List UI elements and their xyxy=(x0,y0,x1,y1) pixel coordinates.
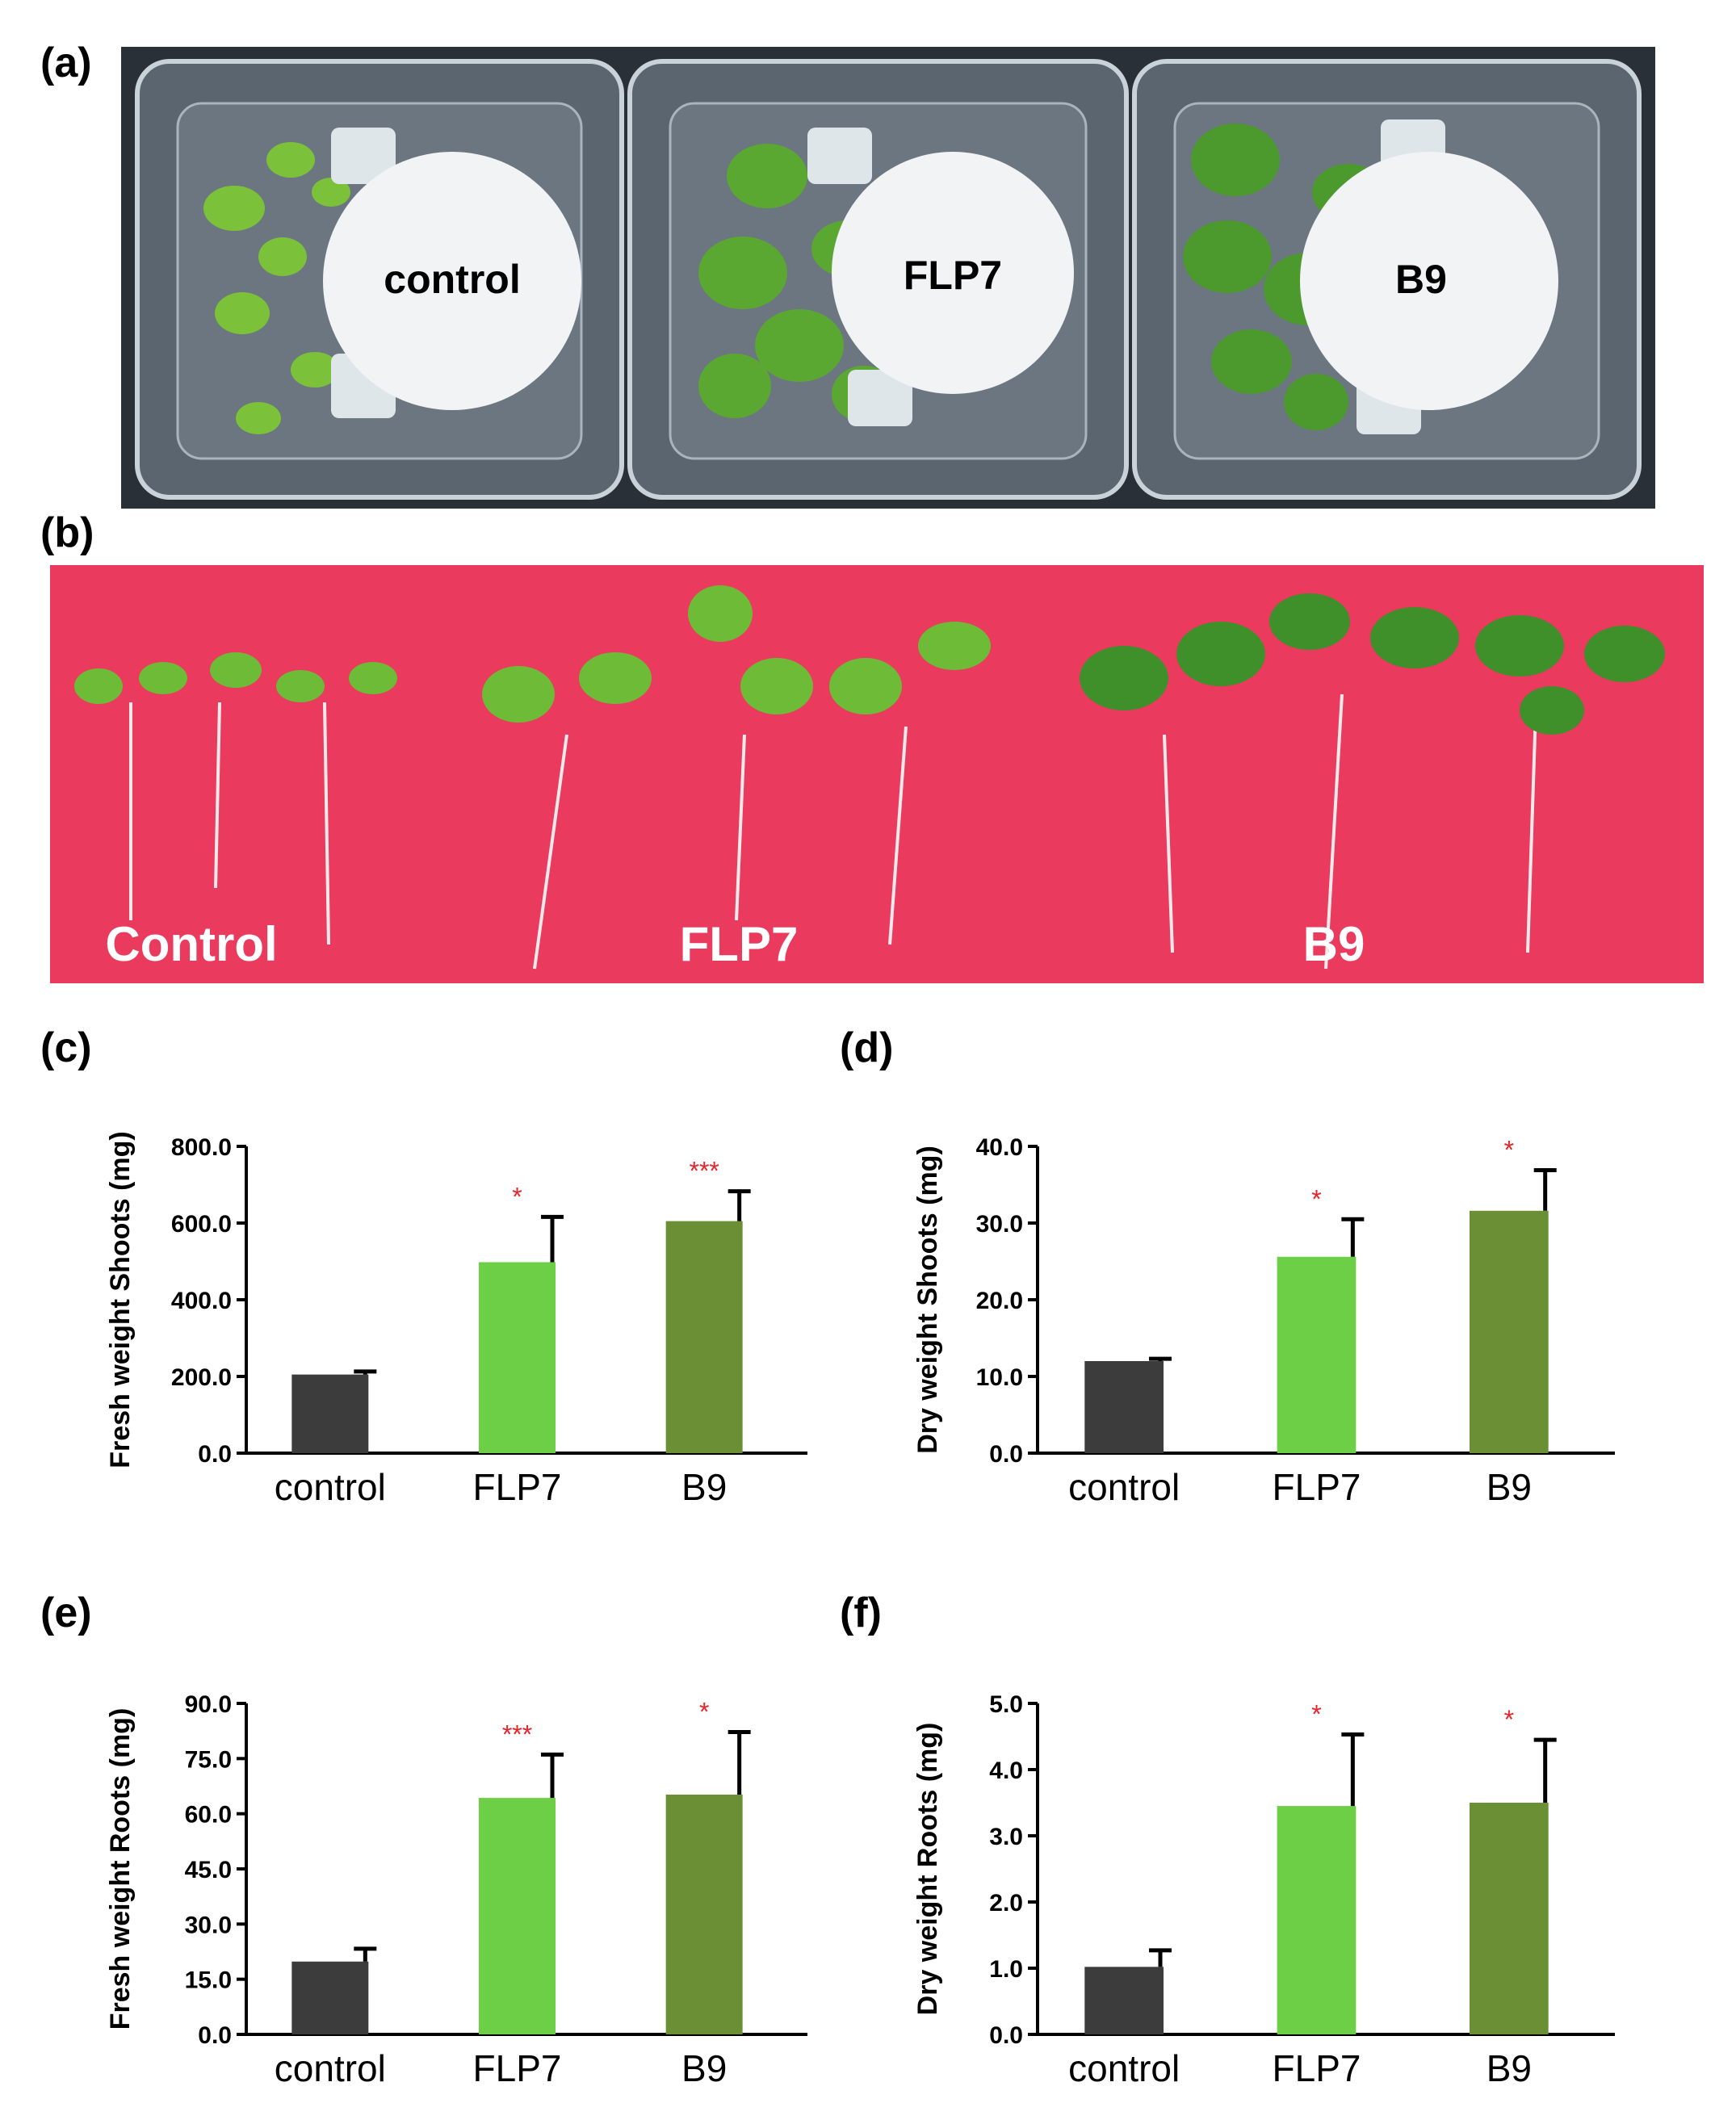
x-tick-label: B9 xyxy=(1487,2047,1532,2089)
panel-label-c: (c) xyxy=(40,1024,92,1071)
y-tick-label: 3.0 xyxy=(989,1824,1023,1850)
y-tick-label: 0.0 xyxy=(198,2022,232,2049)
y-tick-label: 400.0 xyxy=(171,1288,232,1314)
y-axis-label: Fresh weight Shoots (mg) xyxy=(105,1131,136,1468)
bar-control xyxy=(1084,1361,1164,1453)
y-tick-label: 600.0 xyxy=(171,1211,232,1238)
tray-flp7 xyxy=(627,59,1129,500)
significance-mark-flp7: *** xyxy=(502,1720,532,1749)
bar-b9 xyxy=(1469,1210,1549,1453)
y-axis-label: Fresh weight Roots (mg) xyxy=(105,1708,136,2030)
x-tick-label: B9 xyxy=(681,2047,727,2089)
panel-label-a: (a) xyxy=(40,40,92,86)
chart-c: Fresh weight Shoots (mg) 0.0 200.0 400.0 600… xyxy=(105,1131,807,1508)
y-tick-label: 40.0 xyxy=(976,1134,1023,1161)
x-tick-label: control xyxy=(1068,2047,1180,2089)
chart-f: Dry weight Roots (mg) 0.0 1.0 2.0 3.0 4.0 5.0 c… xyxy=(912,1691,1615,2089)
x-tick-label: control xyxy=(1068,1466,1180,1508)
x-tick-label: FLP7 xyxy=(473,2047,562,2089)
y-tick-label: 30.0 xyxy=(185,1912,232,1938)
y-tick-label: 2.0 xyxy=(989,1890,1023,1917)
seedling-photo-drawing: Control FLP7 B9 xyxy=(50,565,1704,983)
bar-flp7 xyxy=(1277,1806,1357,2034)
y-axis-label: Dry weight Roots (mg) xyxy=(912,1723,943,2016)
tray-photo-drawing: control FLP7 B9 xyxy=(121,47,1655,509)
y-tick-label: 30.0 xyxy=(976,1211,1023,1238)
x-tick-label: FLP7 xyxy=(1273,2047,1361,2089)
bar-flp7 xyxy=(479,1262,556,1453)
significance-mark-flp7: * xyxy=(512,1182,522,1211)
y-tick-label: 75.0 xyxy=(185,1746,232,1773)
seedling-label-b9: B9 xyxy=(1303,917,1365,971)
panel-label-d: (d) xyxy=(840,1024,894,1071)
y-tick-label: 200.0 xyxy=(171,1364,232,1391)
x-tick-label: control xyxy=(275,1466,386,1508)
tray-photo: control FLP7 B9 xyxy=(121,47,1655,509)
bar-b9 xyxy=(1469,1803,1549,2034)
seedling-label-flp7: FLP7 xyxy=(680,917,799,971)
y-tick-label: 1.0 xyxy=(989,1956,1023,1983)
x-tick-label: B9 xyxy=(681,1466,727,1508)
x-tick-label: B9 xyxy=(1487,1466,1532,1508)
y-tick-label: 15.0 xyxy=(185,1967,232,1994)
panel-label-b: (b) xyxy=(40,509,94,556)
bar-control xyxy=(291,1961,369,2034)
significance-mark-b9: * xyxy=(1504,1135,1514,1164)
tray-label-flp7: FLP7 xyxy=(904,253,1002,298)
panel-label-e: (e) xyxy=(40,1590,92,1636)
seedling-label-control: Control xyxy=(105,917,277,971)
y-tick-label: 45.0 xyxy=(185,1857,232,1883)
x-tick-label: FLP7 xyxy=(473,1466,562,1508)
y-tick-label: 0.0 xyxy=(989,1441,1023,1468)
significance-mark-b9: *** xyxy=(689,1157,719,1186)
tray-label-control: control xyxy=(384,257,520,302)
significance-mark-flp7: * xyxy=(1311,1700,1321,1729)
bar-b9 xyxy=(665,1221,743,1453)
panel-label-f: (f) xyxy=(840,1590,882,1636)
y-tick-label: 0.0 xyxy=(198,1441,232,1468)
significance-mark-b9: * xyxy=(699,1698,709,1727)
y-tick-label: 0.0 xyxy=(989,2022,1023,2049)
y-tick-label: 800.0 xyxy=(171,1134,232,1161)
y-axis-label: Dry weight Shoots (mg) xyxy=(912,1146,943,1454)
y-tick-label: 10.0 xyxy=(976,1364,1023,1391)
x-tick-label: FLP7 xyxy=(1273,1466,1361,1508)
tray-label-b9: B9 xyxy=(1395,257,1447,302)
significance-mark-b9: * xyxy=(1504,1705,1514,1734)
bar-control xyxy=(291,1374,369,1453)
bar-b9 xyxy=(665,1794,743,2034)
y-tick-label: 5.0 xyxy=(989,1691,1023,1718)
bar-control xyxy=(1084,1967,1164,2034)
x-tick-label: control xyxy=(275,2047,386,2089)
seedling-photo: Control FLP7 B9 xyxy=(50,565,1704,983)
y-tick-label: 20.0 xyxy=(976,1288,1023,1314)
bar-flp7 xyxy=(1277,1256,1357,1453)
chart-d: Dry weight Shoots (mg) 0.0 10.0 20.0 30.0 40.… xyxy=(912,1134,1615,1508)
y-tick-label: 90.0 xyxy=(185,1691,232,1718)
y-tick-label: 4.0 xyxy=(989,1757,1023,1784)
y-tick-label: 60.0 xyxy=(185,1802,232,1829)
significance-mark-flp7: * xyxy=(1311,1184,1321,1213)
tray-b9 xyxy=(1132,59,1642,500)
bar-flp7 xyxy=(479,1798,556,2034)
tray-control xyxy=(135,59,624,500)
chart-e: Fresh weight Roots (mg) 0.0 15.0 30.0 45.0 60… xyxy=(105,1691,807,2089)
